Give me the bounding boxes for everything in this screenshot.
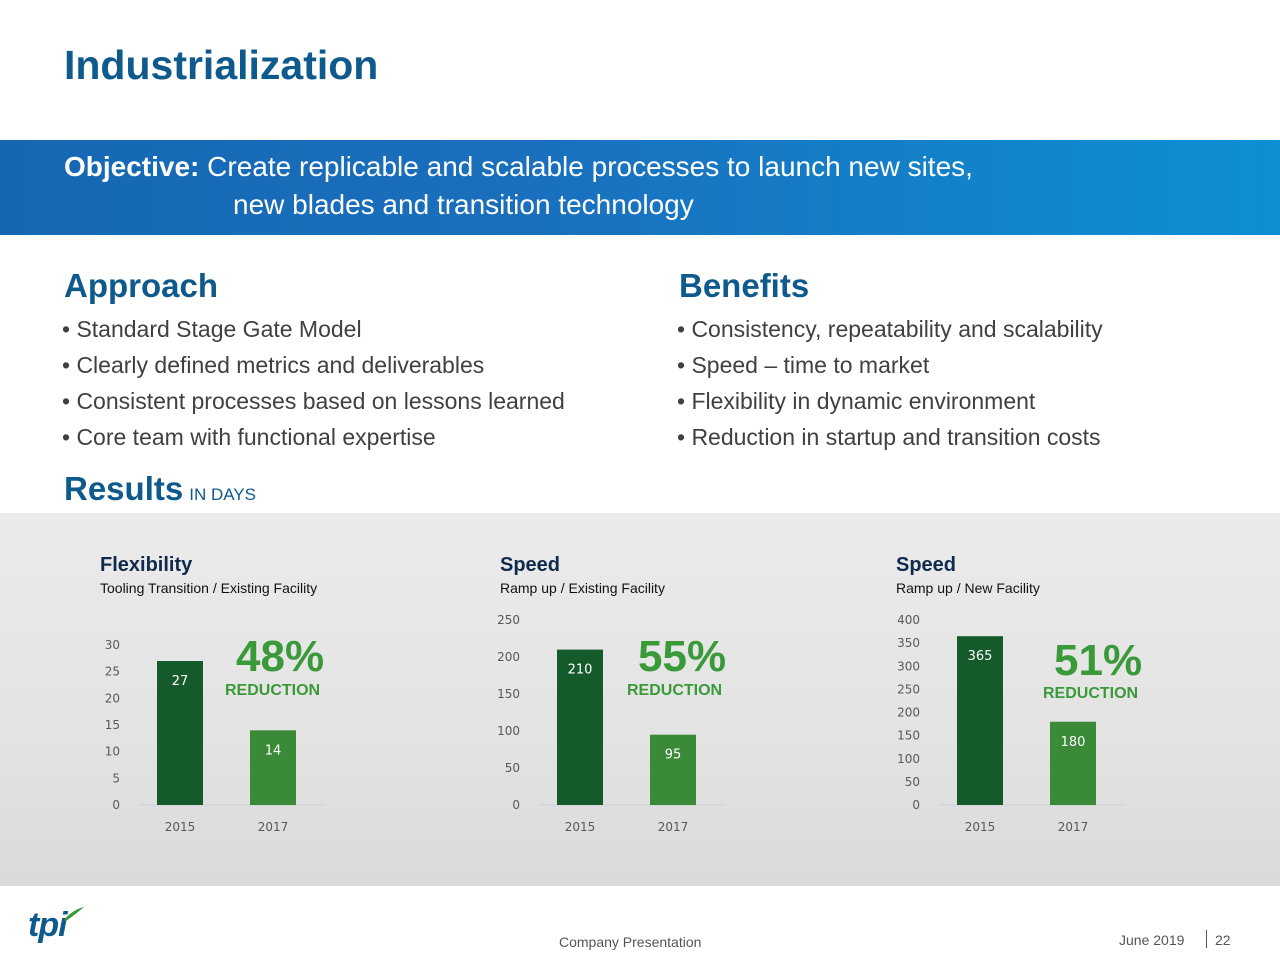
approach-item: • Core team with functional expertise bbox=[62, 424, 436, 450]
objective-line-1: Objective: Create replicable and scalabl… bbox=[64, 151, 973, 183]
data-label: 27 bbox=[172, 674, 189, 689]
y-tick-label: 400 bbox=[897, 613, 920, 627]
y-tick-label: 20 bbox=[105, 691, 120, 705]
y-tick-label: 350 bbox=[897, 636, 920, 650]
y-tick-label: 50 bbox=[905, 775, 920, 789]
chart-2-subtitle: Ramp up / Existing Facility bbox=[500, 580, 665, 596]
benefits-list: • Consistency, repeatability and scalabi… bbox=[677, 311, 1103, 455]
bar-2017 bbox=[650, 734, 696, 805]
results-panel bbox=[0, 513, 1280, 886]
x-tick-label: 2017 bbox=[658, 820, 689, 834]
benefits-item: • Speed – time to market bbox=[677, 352, 930, 378]
bar-2015 bbox=[957, 636, 1003, 805]
bar-2015 bbox=[157, 661, 203, 805]
data-label: 180 bbox=[1061, 735, 1086, 750]
x-tick-label: 2015 bbox=[165, 820, 196, 834]
approach-heading: Approach bbox=[64, 267, 219, 304]
y-tick-label: 0 bbox=[512, 798, 520, 812]
approach-item: • Clearly defined metrics and deliverabl… bbox=[62, 352, 485, 378]
y-tick-label: 100 bbox=[897, 752, 920, 766]
y-tick-label: 300 bbox=[897, 659, 920, 673]
chart-2-speed-existing: 0 50 100 150 200 250 210 2015 95 2017 bbox=[497, 613, 725, 834]
objective-text-1: Create replicable and scalable processes… bbox=[199, 151, 973, 182]
y-tick-label: 30 bbox=[105, 638, 120, 652]
benefits-heading: Benefits bbox=[679, 267, 810, 304]
y-tick-label: 100 bbox=[497, 724, 520, 738]
y-tick-label: 5 bbox=[112, 771, 120, 785]
y-tick-label: 150 bbox=[897, 729, 920, 743]
bar-2017 bbox=[1050, 721, 1096, 805]
objective-banner bbox=[0, 140, 1280, 235]
chart-3-title: Speed bbox=[896, 554, 957, 576]
results-unit: IN DAYS bbox=[189, 485, 256, 504]
y-tick-label: 150 bbox=[497, 687, 520, 701]
footer-separator bbox=[1206, 930, 1207, 948]
approach-list: • Standard Stage Gate Model • Clearly de… bbox=[62, 311, 565, 455]
chart-1-title: Flexibility bbox=[100, 554, 193, 576]
x-tick-label: 2017 bbox=[1058, 820, 1089, 834]
y-tick-label: 250 bbox=[897, 682, 920, 696]
x-tick-label: 2015 bbox=[565, 820, 596, 834]
y-tick-label: 200 bbox=[497, 650, 520, 664]
benefits-item: • Flexibility in dynamic environment bbox=[677, 388, 1036, 414]
bar-2015 bbox=[557, 649, 603, 805]
results-heading: Results IN DAYS bbox=[64, 470, 256, 508]
data-label: 210 bbox=[568, 663, 593, 678]
chart-2-title: Speed bbox=[500, 554, 561, 576]
y-tick-label: 15 bbox=[105, 718, 120, 732]
data-label: 365 bbox=[968, 649, 993, 664]
page-title: Industrialization bbox=[64, 42, 379, 88]
data-label: 14 bbox=[265, 743, 282, 758]
objective-line-2: new blades and transition technology bbox=[233, 189, 694, 220]
chart-1-percent: 48% bbox=[236, 632, 325, 681]
chart-3-reduction-label: REDUCTION bbox=[1043, 685, 1139, 702]
x-tick-label: 2017 bbox=[258, 820, 289, 834]
footer-date: June 2019 bbox=[1119, 932, 1185, 948]
logo-leaf-icon bbox=[64, 907, 84, 921]
benefits-item: • Reduction in startup and transition co… bbox=[677, 424, 1101, 450]
data-label: 95 bbox=[665, 748, 682, 763]
footer-company-presentation: Company Presentation bbox=[559, 934, 702, 950]
results-title: Results bbox=[64, 470, 184, 507]
benefits-item: • Consistency, repeatability and scalabi… bbox=[677, 316, 1103, 342]
chart-1-reduction-label: REDUCTION bbox=[225, 682, 321, 699]
approach-item: • Consistent processes based on lessons … bbox=[62, 388, 565, 414]
chart-2-reduction-label: REDUCTION bbox=[627, 682, 723, 699]
y-tick-label: 0 bbox=[112, 798, 120, 812]
chart-2-percent: 55% bbox=[638, 632, 727, 681]
y-tick-label: 10 bbox=[105, 745, 120, 759]
chart-1-subtitle: Tooling Transition / Existing Facility bbox=[100, 580, 318, 596]
y-tick-label: 0 bbox=[912, 798, 920, 812]
chart-1-flexibility: 0 5 10 15 20 25 30 27 2015 14 2017 bbox=[105, 638, 325, 834]
x-tick-label: 2015 bbox=[965, 820, 996, 834]
y-tick-label: 25 bbox=[105, 665, 120, 679]
page-number: 22 bbox=[1215, 932, 1231, 948]
chart-3-speed-new: 0 50 100 150 200 250 300 350 400 365 2015 180 2017 bbox=[897, 613, 1125, 834]
y-tick-label: 250 bbox=[497, 613, 520, 627]
objective-label: Objective: bbox=[64, 151, 200, 182]
y-tick-label: 50 bbox=[505, 761, 520, 775]
chart-3-percent: 51% bbox=[1054, 636, 1143, 685]
chart-3-subtitle: Ramp up / New Facility bbox=[896, 580, 1040, 596]
y-tick-label: 200 bbox=[897, 706, 920, 720]
approach-item: • Standard Stage Gate Model bbox=[62, 316, 362, 342]
bar-2017 bbox=[250, 730, 296, 805]
tpi-logo: tpi bbox=[28, 906, 68, 944]
